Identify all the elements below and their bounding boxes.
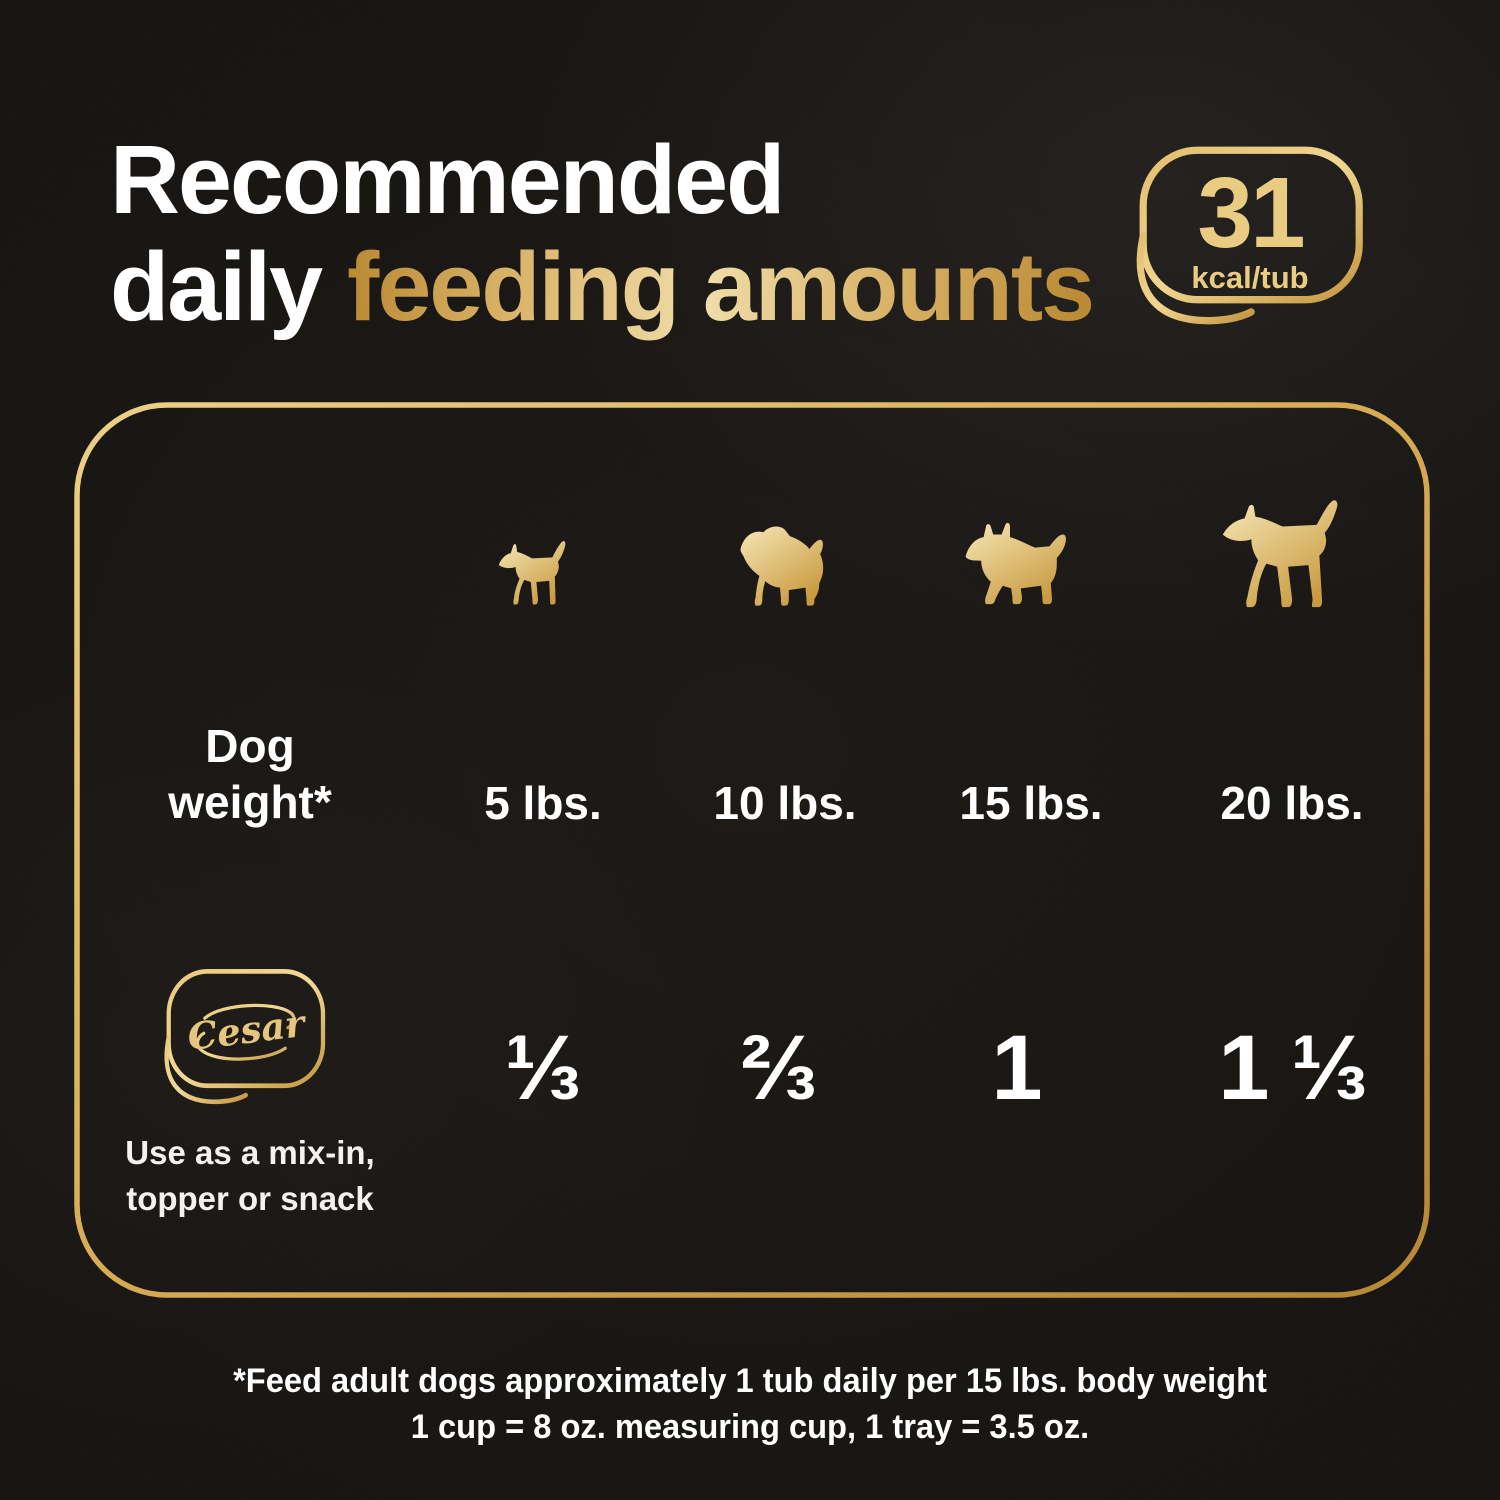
weight-value: 20 lbs. [1220, 777, 1364, 829]
title-line1-text: Recommended [110, 125, 785, 234]
usage-note: Use as a mix-in, topper or snack [125, 1130, 375, 1222]
calorie-value: 31 [1197, 157, 1305, 269]
west-highland-terrier-icon [965, 522, 1066, 605]
usage-note-line1: Use as a mix-in, [125, 1134, 375, 1171]
calorie-unit: kcal/tub [1191, 260, 1309, 295]
footnote-line2: 1 cup = 8 oz. measuring cup, 1 tray = 3.… [410, 1408, 1090, 1446]
title-line2-prefix: daily [110, 232, 323, 341]
title-line2-highlight: feeding amounts [347, 232, 1095, 341]
pug-icon [740, 526, 824, 606]
footnote-line1: *Feed adult dogs approximately 1 tub dai… [233, 1362, 1267, 1400]
amount-value: 1 ⅓ [1218, 1017, 1367, 1119]
weight-header-line1: Dog [205, 720, 295, 772]
weight-value: 10 lbs. [713, 777, 857, 829]
title-line2: daily feeding amounts [110, 232, 1095, 341]
page-title: Recommended daily feeding amounts [110, 126, 1095, 341]
usage-note-line2: topper or snack [126, 1180, 374, 1217]
weight-value: 15 lbs. [959, 777, 1103, 829]
amount-value: ⅓ [504, 1017, 582, 1119]
weight-value: 5 lbs. [484, 777, 602, 829]
fox-terrier-icon [1222, 500, 1338, 608]
title-line1: Recommended [110, 126, 1093, 233]
amount-value: ⅔ [740, 1017, 818, 1119]
footnote: *Feed adult dogs approximately 1 tub dai… [30, 1358, 1470, 1450]
jack-russell-terrier-icon [498, 541, 566, 605]
weight-row-header: Dog weight* [140, 718, 360, 830]
amount-value: 1 [991, 1017, 1042, 1119]
weight-header-line2: weight* [168, 776, 332, 828]
